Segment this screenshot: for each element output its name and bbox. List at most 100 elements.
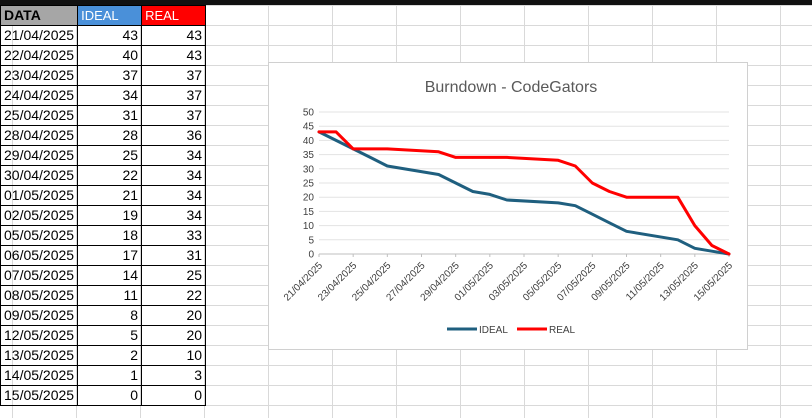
data-point [591, 213, 593, 215]
data-point [437, 173, 439, 175]
cell-real[interactable]: 20 [142, 326, 206, 346]
data-point [369, 156, 371, 158]
chart-svg: Burndown - CodeGators 051015202530354045… [269, 63, 749, 351]
cell-real[interactable]: 10 [142, 346, 206, 366]
cell-date[interactable]: 12/05/2025 [1, 326, 78, 346]
cell-real[interactable]: 37 [142, 106, 206, 126]
cell-ideal[interactable]: 2 [78, 346, 142, 366]
cell-ideal[interactable]: 11 [78, 286, 142, 306]
cell-ideal[interactable]: 0 [78, 386, 142, 406]
cell-date[interactable]: 02/05/2025 [1, 206, 78, 226]
cell-real[interactable]: 3 [142, 366, 206, 386]
y-tick-label: 10 [303, 221, 315, 232]
cell-ideal[interactable]: 18 [78, 226, 142, 246]
cell-ideal[interactable]: 19 [78, 206, 142, 226]
cell-real[interactable]: 34 [142, 166, 206, 186]
cell-date[interactable]: 13/05/2025 [1, 346, 78, 366]
cell-date[interactable]: 15/05/2025 [1, 386, 78, 406]
cell-real[interactable]: 33 [142, 226, 206, 246]
cell-ideal[interactable]: 1 [78, 366, 142, 386]
y-tick-label: 5 [308, 235, 314, 246]
table-row: 01/05/2025 21 34 [1, 186, 206, 206]
cell-date[interactable]: 23/04/2025 [1, 66, 78, 86]
burndown-chart[interactable]: Burndown - CodeGators 0 5 10 15 20 25 30 35 40 45… [268, 62, 748, 350]
cell-ideal[interactable]: 21 [78, 186, 142, 206]
table-row: 14/05/2025 1 3 [1, 366, 206, 386]
data-point [677, 239, 679, 241]
y-axis-ticks: 0 5 10 15 20 25 30 35 40 45 50 [303, 108, 315, 261]
cell-real[interactable]: 36 [142, 126, 206, 146]
cell-ideal[interactable]: 28 [78, 126, 142, 146]
data-point [574, 165, 576, 167]
table-row: 22/04/2025 40 43 [1, 46, 206, 66]
data-point [454, 182, 456, 184]
y-tick-label: 0 [308, 250, 314, 261]
cell-ideal[interactable]: 37 [78, 66, 142, 86]
cell-date[interactable]: 07/05/2025 [1, 266, 78, 286]
y-tick-label: 35 [303, 150, 315, 161]
cell-real[interactable]: 31 [142, 246, 206, 266]
cell-date[interactable]: 30/04/2025 [1, 166, 78, 186]
data-point [386, 148, 388, 150]
cell-date[interactable]: 29/04/2025 [1, 146, 78, 166]
data-point [694, 247, 696, 249]
data-point [506, 156, 508, 158]
table-row: 30/04/2025 22 34 [1, 166, 206, 186]
data-point [608, 190, 610, 192]
data-point [728, 253, 730, 255]
cell-date[interactable]: 21/04/2025 [1, 26, 78, 46]
cell-ideal[interactable]: 22 [78, 166, 142, 186]
table-row: 12/05/2025 5 20 [1, 326, 206, 346]
table-row: 28/04/2025 28 36 [1, 126, 206, 146]
cell-real[interactable]: 0 [142, 386, 206, 406]
cell-ideal[interactable]: 25 [78, 146, 142, 166]
data-point [318, 131, 320, 133]
series-line-real [319, 132, 729, 254]
data-point [369, 148, 371, 150]
cell-real[interactable]: 25 [142, 266, 206, 286]
table-row: 08/05/2025 11 22 [1, 286, 206, 306]
cell-ideal[interactable]: 8 [78, 306, 142, 326]
table-row: 02/05/2025 19 34 [1, 206, 206, 226]
cell-real[interactable]: 20 [142, 306, 206, 326]
data-point [711, 250, 713, 252]
cell-date[interactable]: 14/05/2025 [1, 366, 78, 386]
cell-real[interactable]: 34 [142, 206, 206, 226]
cell-ideal[interactable]: 5 [78, 326, 142, 346]
cell-real[interactable]: 22 [142, 286, 206, 306]
cell-ideal[interactable]: 43 [78, 26, 142, 46]
cell-ideal[interactable]: 17 [78, 246, 142, 266]
cell-date[interactable]: 25/04/2025 [1, 106, 78, 126]
cell-date[interactable]: 22/04/2025 [1, 46, 78, 66]
cell-date[interactable]: 01/05/2025 [1, 186, 78, 206]
cell-date[interactable]: 05/05/2025 [1, 226, 78, 246]
cell-date[interactable]: 09/05/2025 [1, 306, 78, 326]
header-real[interactable]: REAL [142, 6, 206, 26]
y-tick-label: 25 [303, 179, 315, 190]
chart-legend: IDEAL REAL [447, 325, 576, 336]
header-date[interactable]: DATA [1, 6, 78, 26]
cell-date[interactable]: 06/05/2025 [1, 246, 78, 266]
data-point [386, 165, 388, 167]
cell-ideal[interactable]: 40 [78, 46, 142, 66]
cell-ideal[interactable]: 34 [78, 86, 142, 106]
header-ideal[interactable]: IDEAL [78, 6, 142, 26]
cell-date[interactable]: 28/04/2025 [1, 126, 78, 146]
cell-real[interactable]: 43 [142, 26, 206, 46]
data-point [454, 156, 456, 158]
cell-real[interactable]: 37 [142, 86, 206, 106]
cell-real[interactable]: 34 [142, 146, 206, 166]
cell-date[interactable]: 24/04/2025 [1, 86, 78, 106]
data-table: DATA IDEAL REAL 21/04/2025 43 43 22/04/2025… [0, 5, 206, 406]
cell-ideal[interactable]: 14 [78, 266, 142, 286]
cell-real[interactable]: 43 [142, 46, 206, 66]
data-point [352, 148, 354, 150]
table-body: 21/04/2025 43 43 22/04/2025 40 43 23/04/2025 37… [1, 26, 206, 406]
cell-date[interactable]: 08/05/2025 [1, 286, 78, 306]
cell-real[interactable]: 37 [142, 66, 206, 86]
y-tick-label: 30 [303, 164, 315, 175]
cell-real[interactable]: 34 [142, 186, 206, 206]
cell-ideal[interactable]: 31 [78, 106, 142, 126]
y-tick-label: 15 [303, 207, 315, 218]
x-axis-ticks: 21/04/202523/04/202525/04/202527/04/2025… [282, 254, 735, 304]
